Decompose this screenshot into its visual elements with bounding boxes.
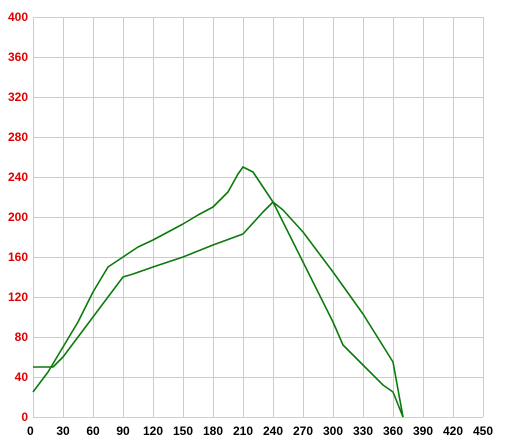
x-tick-label: 180 [203,424,223,438]
x-axis-tick-labels: 0 30 60 90 120 150 180 210 240 270 300 330 360 390 420… [27,424,493,438]
x-tick-label: 330 [353,424,373,438]
y-tick-label: 0 [21,410,28,424]
chart-series [32,166,404,418]
x-tick-label: 300 [323,424,343,438]
x-tick-label: 420 [443,424,463,438]
y-tick-label: 160 [8,250,28,264]
y-tick-label: 400 [8,10,28,24]
y-tick-label: 200 [8,210,28,224]
y-tick-label: 120 [8,290,28,304]
x-tick-label: 210 [233,424,253,438]
series-line-2 [33,201,404,418]
series-line-1 [32,166,404,418]
x-tick-label: 360 [383,424,403,438]
y-tick-label: 280 [8,130,28,144]
chart-grid [33,17,484,418]
x-tick-label: 150 [173,424,193,438]
x-tick-label: 390 [413,424,433,438]
y-tick-label: 240 [8,170,28,184]
y-axis-tick-labels: 0 40 80 120 160 200 240 280 320 360 400 [8,10,28,424]
x-tick-label: 30 [56,424,70,438]
x-tick-label: 90 [116,424,130,438]
x-tick-label: 60 [86,424,100,438]
x-tick-label: 0 [27,424,34,438]
x-tick-label: 450 [473,424,493,438]
x-tick-label: 270 [293,424,313,438]
y-tick-label: 360 [8,50,28,64]
y-tick-label: 40 [15,370,29,384]
y-tick-label: 80 [15,330,29,344]
x-tick-label: 120 [143,424,163,438]
x-tick-label: 240 [263,424,283,438]
y-tick-label: 320 [8,90,28,104]
